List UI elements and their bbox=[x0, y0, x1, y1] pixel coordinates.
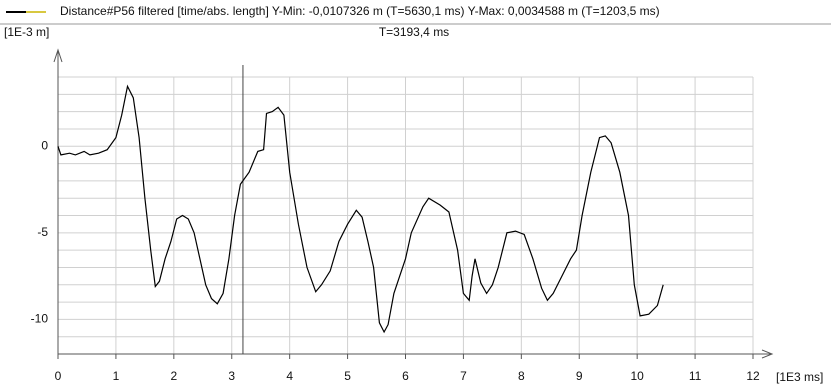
x-tick-label: 7 bbox=[460, 369, 467, 383]
x-tick-label: 11 bbox=[689, 369, 702, 383]
y-axis bbox=[53, 48, 63, 354]
cursor-label: T=3193,4 ms bbox=[379, 25, 449, 39]
y-unit: [1E-3 m] bbox=[4, 25, 49, 39]
x-tick-label: 6 bbox=[402, 369, 409, 383]
y-tick-label: -10 bbox=[31, 312, 49, 326]
x-tick-label: 3 bbox=[228, 369, 235, 383]
x-unit: [1E3 ms] bbox=[776, 370, 823, 384]
x-tick-label: 5 bbox=[344, 369, 351, 383]
y-tick-label: 0 bbox=[41, 138, 48, 152]
x-tick-label: 8 bbox=[518, 369, 525, 383]
x-tick-label: 1 bbox=[113, 369, 120, 383]
x-tick-label: 10 bbox=[630, 369, 644, 383]
x-tick-label: 2 bbox=[170, 369, 177, 383]
x-tick-label: 9 bbox=[576, 369, 583, 383]
x-axis bbox=[58, 349, 774, 359]
x-tick-label: 12 bbox=[746, 369, 760, 383]
y-tick-label: -5 bbox=[37, 225, 48, 239]
x-tick-label: 0 bbox=[55, 369, 62, 383]
chart-title: Distance#P56 filtered [time/abs. length]… bbox=[60, 4, 660, 18]
x-tick-label: 4 bbox=[286, 369, 293, 383]
data-line bbox=[57, 84, 664, 334]
